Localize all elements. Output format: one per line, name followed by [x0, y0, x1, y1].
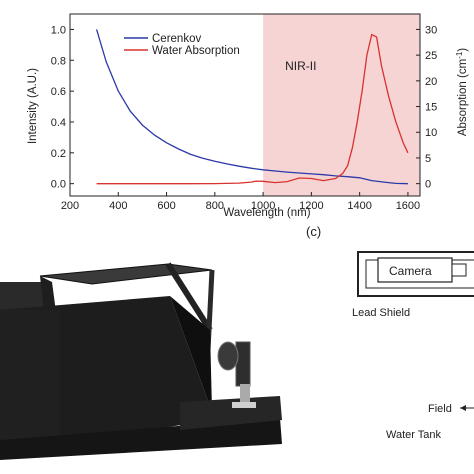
x-tick-label: 1600	[396, 200, 420, 212]
right-axis-title-close: )	[457, 48, 469, 52]
x-tick-label: 1000	[251, 200, 275, 212]
legend-label-cerenkov: Cerenkov	[152, 33, 201, 45]
camera-lens-icon	[451, 263, 467, 277]
water-tank-label: Water Tank	[386, 429, 442, 441]
right-tick-label: 20	[425, 76, 437, 88]
camera-label: Camera	[389, 264, 432, 278]
camera-box	[377, 257, 453, 283]
x-tick-label: 200	[61, 200, 79, 212]
right-tick-label: 25	[425, 50, 437, 62]
nir-ii-label: NIR-II	[285, 59, 316, 73]
left-tick-label: 0.0	[51, 179, 66, 191]
left-tick-label: 0.4	[51, 117, 66, 129]
x-tick-label: 600	[157, 200, 175, 212]
x-tick-label: 1400	[347, 200, 371, 212]
dark-enclosure-photo	[0, 262, 282, 460]
left-tick-label: 1.0	[51, 24, 66, 36]
plot-frame	[69, 13, 421, 197]
panel-label: (c)	[306, 224, 321, 239]
left-axis-title: Intensity (A.U.)	[27, 68, 39, 144]
chart-legend: Cerenkov Water Absorption	[124, 33, 240, 57]
x-tick-label: 1200	[299, 200, 323, 212]
left-tick-label: 0.2	[51, 148, 66, 160]
nir-ii-shaded-region	[263, 14, 420, 196]
x-tick-label: 400	[109, 200, 127, 212]
left-tick-label: 0.6	[51, 86, 66, 98]
series-line-water-absorption	[96, 33, 409, 185]
x-axis-title: Wavelength (nm)	[223, 207, 310, 219]
right-axis-ticks: 0 5 10 15 20 25 30	[416, 24, 437, 191]
legend-label-water-absorption: Water Absorption	[152, 45, 240, 57]
right-axis-title-main: Absorption (cm	[457, 59, 469, 136]
series-line-cerenkov	[95, 29, 408, 185]
right-tick-label: 0	[425, 179, 431, 191]
right-tick-label: 10	[425, 127, 437, 139]
lead-shield-outline	[357, 251, 474, 297]
x-tick-label: 800	[206, 200, 224, 212]
left-tick-label: 0.8	[51, 55, 66, 67]
right-axis-title: Absorption (cm-1)	[455, 48, 469, 136]
right-tick-label: 15	[425, 102, 437, 114]
spectrum-chart: NIR-II 200 400 600 800 1000 1200 1400 1600 0.00…	[27, 13, 469, 219]
field-label: Field	[428, 403, 452, 415]
right-tick-label: 30	[425, 24, 437, 36]
field-arrowhead-icon	[460, 405, 466, 411]
left-axis-ticks: 0.0 0.2 0.4 0.6 0.8 1.0	[51, 24, 74, 191]
lead-shield-label: Lead Shield	[352, 307, 410, 319]
right-axis-title-superscript: -1	[455, 51, 464, 59]
setup-schematic: Camera Lead Shield Field Water Tank	[352, 251, 474, 441]
right-tick-label: 5	[425, 153, 431, 165]
x-axis-ticks: 200 400 600 800 1000 1200 1400 1600	[61, 192, 420, 212]
